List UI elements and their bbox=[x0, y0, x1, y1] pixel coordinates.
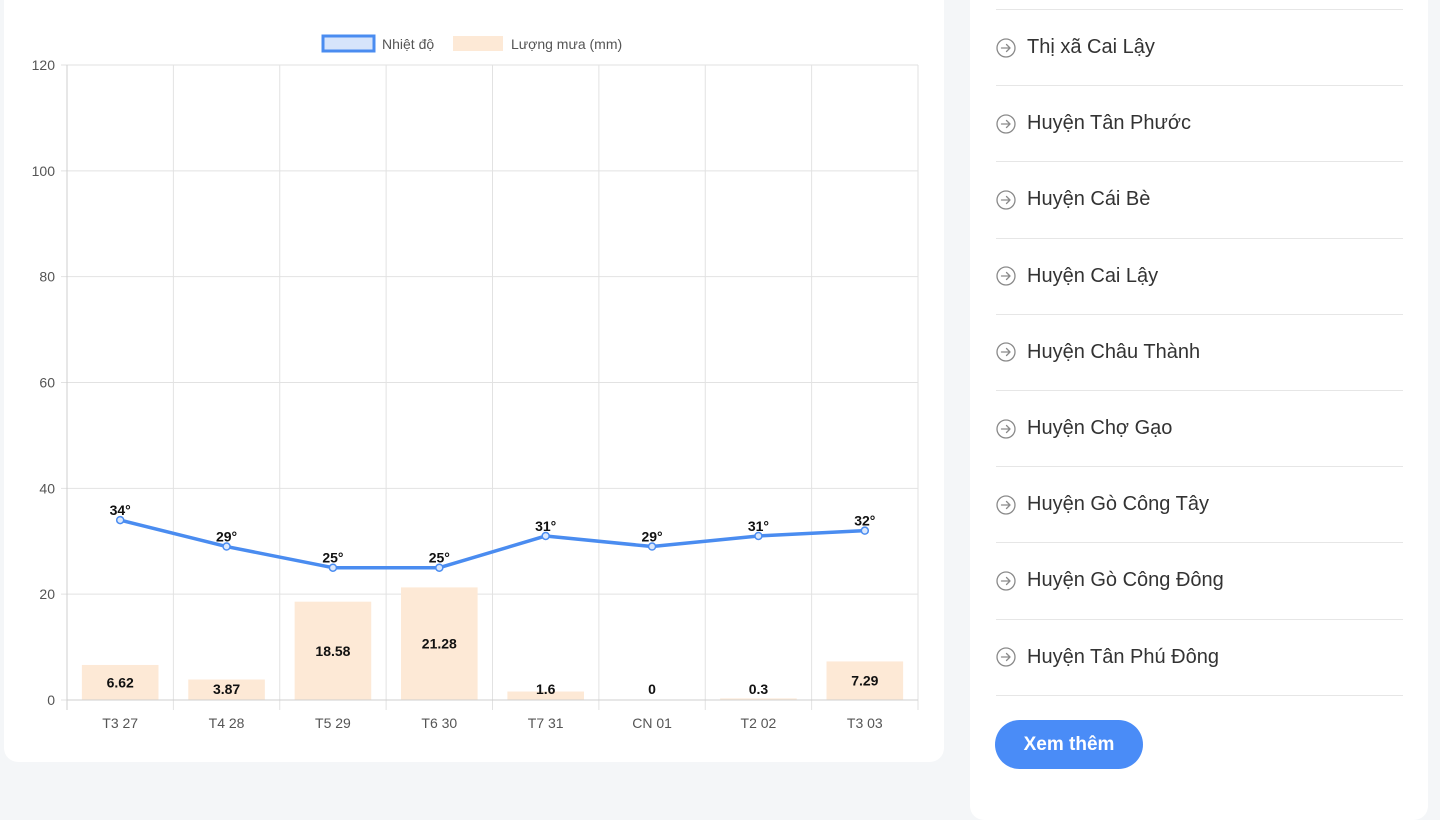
temperature-value-label: 31° bbox=[535, 518, 556, 534]
temperature-point bbox=[115, 515, 125, 525]
x-tick-label: T5 29 bbox=[315, 715, 351, 731]
y-tick-label: 40 bbox=[39, 480, 55, 496]
temperature-point bbox=[860, 526, 870, 535]
arrow-circle-right-icon bbox=[996, 342, 1016, 362]
district-item-label: Thị xã Cai Lậy bbox=[1027, 36, 1155, 59]
legend-swatch-temperature bbox=[321, 34, 376, 53]
x-tick-label: CN 01 bbox=[632, 715, 672, 731]
arrow-circle-right-icon bbox=[996, 418, 1016, 439]
district-sidebar: Thị xã Cai Lậy Huyện Tân Phước Huyện Cái B… bbox=[970, 0, 1428, 820]
district-item[interactable]: Huyện Cái Bè bbox=[996, 162, 1403, 239]
rain-bar bbox=[81, 664, 159, 700]
rain-bar bbox=[507, 691, 584, 700]
rain-value-label: 18.58 bbox=[315, 643, 350, 659]
y-tick-label: 80 bbox=[39, 269, 55, 285]
district-item-label: Huyện Cai Lậy bbox=[1027, 264, 1159, 287]
x-tick-label: T7 31 bbox=[528, 715, 564, 731]
arrow-circle-right-icon bbox=[996, 37, 1016, 58]
rain-value-label: 3.87 bbox=[213, 681, 240, 697]
rain-bar bbox=[401, 587, 478, 700]
temperature-value-label: 31° bbox=[748, 518, 769, 534]
arrow-circle-right-icon bbox=[996, 571, 1016, 591]
temperature-point bbox=[222, 542, 231, 551]
weather-chart: 0 20 40 60 80 100 120 6.62 3.87 18.58 21.28 1.6 0 0.3… bbox=[32, 34, 919, 731]
x-tick-label: T3 27 bbox=[102, 715, 138, 731]
temperature-line bbox=[119, 518, 865, 570]
district-item-label: Huyện Cái Bè bbox=[1027, 188, 1151, 211]
temperature-point bbox=[328, 563, 338, 572]
y-tick-label: 120 bbox=[32, 57, 56, 73]
district-item[interactable]: Huyện Cai Lậy bbox=[996, 239, 1403, 315]
temperature-value-label: 32° bbox=[854, 513, 875, 529]
district-item-label: Huyện Tân Phú Đông bbox=[1027, 645, 1219, 668]
rain-value-label: 6.62 bbox=[107, 674, 134, 690]
weather-chart-card: 0 20 40 60 80 100 120 6.62 3.87 18.58 21.28 1.6 0 0.3… bbox=[4, 0, 944, 762]
temperature-point bbox=[754, 531, 763, 541]
see-more-button[interactable]: Xem thêm bbox=[995, 720, 1143, 769]
divider bbox=[996, 0, 1403, 10]
y-tick-label: 0 bbox=[47, 692, 55, 708]
x-tick-label: T3 03 bbox=[847, 715, 883, 731]
district-item[interactable]: Thị xã Cai Lậy bbox=[996, 10, 1403, 87]
arrow-circle-right-icon bbox=[996, 495, 1016, 515]
x-tick-label: T4 28 bbox=[209, 715, 245, 731]
arrow-circle-right-icon bbox=[996, 266, 1016, 286]
rain-bar bbox=[826, 661, 904, 700]
rain-bar bbox=[188, 679, 265, 700]
y-tick-label: 20 bbox=[39, 586, 55, 602]
arrow-circle-right-icon bbox=[996, 647, 1016, 667]
temperature-value-label: 34° bbox=[110, 502, 131, 518]
district-item[interactable]: Huyện Chợ Gạo bbox=[996, 391, 1403, 468]
rain-value-label: 7.29 bbox=[851, 673, 878, 689]
temperature-value-label: 25° bbox=[429, 550, 450, 566]
arrow-circle-right-icon bbox=[996, 190, 1016, 210]
y-tick-label: 60 bbox=[39, 375, 55, 391]
temperature-point bbox=[647, 542, 657, 551]
district-item[interactable]: Huyện Gò Công Đông bbox=[996, 543, 1403, 620]
district-item[interactable]: Huyện Gò Công Tây bbox=[996, 467, 1403, 544]
district-item-label: Huyện Gò Công Tây bbox=[1027, 493, 1209, 516]
x-tick-label: T2 02 bbox=[741, 715, 777, 731]
arrow-circle-right-icon bbox=[996, 114, 1016, 134]
legend-swatch-rain bbox=[453, 36, 503, 51]
district-item[interactable]: Huyện Tân Phú Đông bbox=[996, 620, 1403, 696]
temperature-value-label: 29° bbox=[216, 529, 237, 545]
rain-bar bbox=[294, 601, 372, 700]
legend-label-rain: Lượng mưa (mm) bbox=[511, 36, 622, 52]
legend-label-temperature: Nhiệt độ bbox=[382, 36, 434, 52]
rain-value-label: 0.3 bbox=[749, 681, 769, 697]
district-item-label: Huyện Gò Công Đông bbox=[1027, 569, 1224, 592]
rain-bar bbox=[720, 698, 797, 700]
rain-value-label: 1.6 bbox=[536, 681, 556, 697]
district-item-label: Huyện Châu Thành bbox=[1027, 340, 1201, 363]
temperature-value-label: 29° bbox=[641, 529, 662, 545]
rain-value-label: 21.28 bbox=[422, 636, 457, 652]
temperature-point bbox=[541, 531, 550, 541]
district-item-label: Huyện Chợ Gạo bbox=[1027, 417, 1173, 440]
temperature-value-label: 25° bbox=[322, 550, 343, 566]
district-item[interactable]: Huyện Tân Phước bbox=[996, 86, 1403, 163]
district-item-label: Huyện Tân Phước bbox=[1027, 112, 1191, 135]
y-tick-label: 100 bbox=[32, 163, 56, 179]
temperature-point bbox=[435, 563, 444, 572]
rain-value-label: 0 bbox=[648, 681, 656, 697]
district-list: Thị xã Cai Lậy Huyện Tân Phước Huyện Cái B… bbox=[996, 0, 1403, 696]
district-item[interactable]: Huyện Châu Thành bbox=[996, 315, 1403, 391]
x-tick-label: T6 30 bbox=[421, 715, 457, 731]
